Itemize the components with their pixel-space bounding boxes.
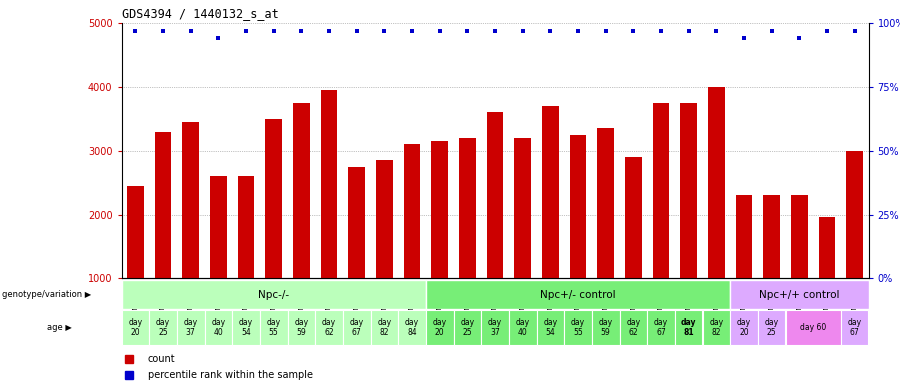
Text: day
20: day 20 [433, 318, 446, 337]
Bar [680, 103, 697, 278]
Bar [625, 157, 642, 278]
Text: day
25: day 25 [460, 318, 474, 337]
Text: day
67: day 67 [848, 318, 861, 337]
Bar [454, 310, 482, 345]
Bar [536, 310, 564, 345]
Bar [598, 128, 614, 278]
Text: day
25: day 25 [765, 318, 778, 337]
Bar [508, 310, 536, 345]
Text: day
55: day 55 [571, 318, 585, 337]
Text: percentile rank within the sample: percentile rank within the sample [148, 370, 312, 380]
Bar [791, 195, 807, 278]
Bar [459, 138, 475, 278]
Bar [404, 144, 420, 278]
Bar [348, 167, 365, 278]
Bar [122, 310, 149, 345]
Bar [204, 310, 232, 345]
Text: day
40: day 40 [212, 318, 225, 337]
Bar [703, 310, 730, 345]
Bar [564, 310, 592, 345]
Bar [426, 280, 730, 309]
Text: day
62: day 62 [626, 318, 641, 337]
Bar [293, 103, 310, 278]
Bar [730, 280, 868, 309]
Bar [482, 310, 508, 345]
Bar [210, 176, 227, 278]
Text: day
37: day 37 [184, 318, 198, 337]
Bar [238, 176, 255, 278]
Text: genotype/variation ▶: genotype/variation ▶ [2, 290, 91, 299]
Bar [592, 310, 619, 345]
Bar [287, 310, 315, 345]
Text: Npc-/-: Npc-/- [258, 290, 289, 300]
Bar [176, 310, 204, 345]
Bar [841, 310, 868, 345]
Bar [570, 135, 586, 278]
Bar [708, 87, 725, 278]
Bar [320, 90, 338, 278]
Text: day
59: day 59 [294, 318, 309, 337]
Text: day
20: day 20 [129, 318, 142, 337]
Bar [735, 195, 752, 278]
Text: GDS4394 / 1440132_s_at: GDS4394 / 1440132_s_at [122, 7, 278, 20]
Bar [619, 310, 647, 345]
Text: day
40: day 40 [516, 318, 530, 337]
Bar [155, 132, 171, 278]
Bar [343, 310, 371, 345]
Text: day
55: day 55 [266, 318, 281, 337]
Text: day
54: day 54 [238, 318, 253, 337]
Text: day
67: day 67 [654, 318, 668, 337]
Bar [542, 106, 559, 278]
Bar [758, 310, 786, 345]
Text: age ▶: age ▶ [47, 323, 72, 332]
Bar [426, 310, 454, 345]
Text: Npc+/+ control: Npc+/+ control [759, 290, 840, 300]
Bar [786, 310, 841, 345]
Text: day
37: day 37 [488, 318, 502, 337]
Text: day
82: day 82 [377, 318, 392, 337]
Text: day
25: day 25 [156, 318, 170, 337]
Bar [652, 103, 670, 278]
Bar [675, 310, 703, 345]
Bar [127, 186, 144, 278]
Text: day
59: day 59 [598, 318, 613, 337]
Bar [371, 310, 398, 345]
Bar [315, 310, 343, 345]
Text: day
82: day 82 [709, 318, 724, 337]
Bar [730, 310, 758, 345]
Bar [232, 310, 260, 345]
Bar [266, 119, 282, 278]
Bar [846, 151, 863, 278]
Bar [183, 122, 199, 278]
Text: day
20: day 20 [737, 318, 751, 337]
Bar [819, 217, 835, 278]
Text: day
67: day 67 [349, 318, 364, 337]
Text: day
81: day 81 [681, 318, 697, 337]
Bar [431, 141, 448, 278]
Bar [376, 160, 392, 278]
Bar [647, 310, 675, 345]
Bar [515, 138, 531, 278]
Text: day 60: day 60 [800, 323, 826, 332]
Text: Npc+/- control: Npc+/- control [540, 290, 616, 300]
Text: count: count [148, 354, 176, 364]
Bar [149, 310, 176, 345]
Text: day
62: day 62 [322, 318, 336, 337]
Bar [260, 310, 287, 345]
Text: day
54: day 54 [544, 318, 557, 337]
Bar [398, 310, 426, 345]
Bar [122, 280, 426, 309]
Text: day
84: day 84 [405, 318, 419, 337]
Bar [487, 113, 503, 278]
Bar [763, 195, 780, 278]
